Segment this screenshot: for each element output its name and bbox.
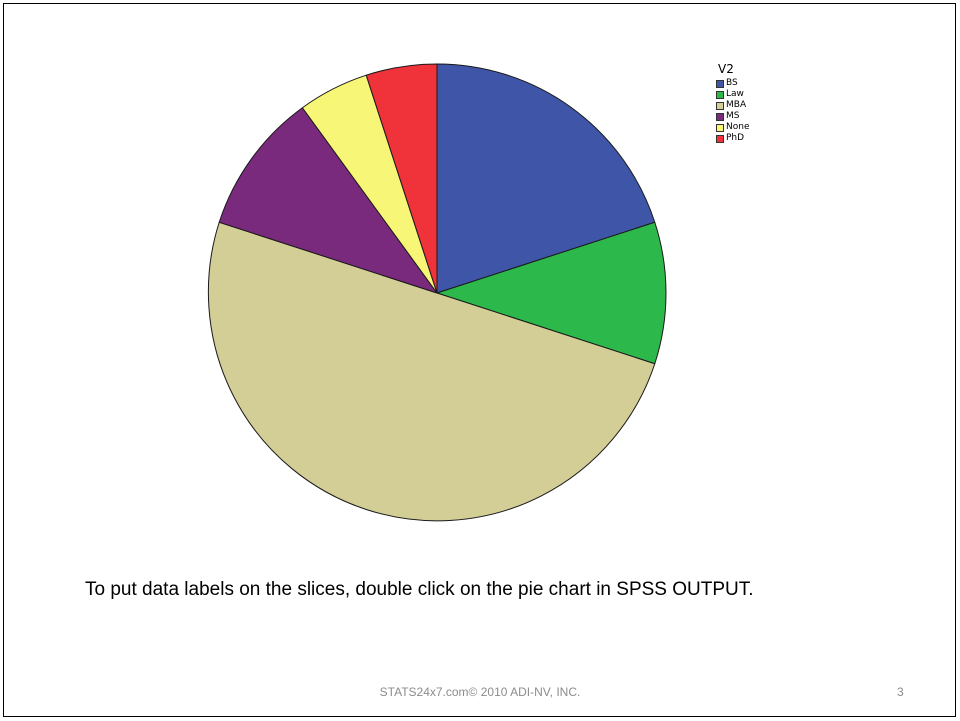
- pie-slices: [207, 63, 667, 522]
- page-number: 3: [897, 685, 904, 699]
- pie-slice-phd[interactable]: [365, 63, 438, 294]
- pie-slice-bs[interactable]: [436, 63, 656, 294]
- legend-item-none: None: [716, 122, 749, 133]
- legend-label: PhD: [726, 133, 745, 143]
- legend-label: Law: [726, 89, 744, 99]
- legend-item-phd: PhD: [716, 133, 749, 144]
- legend-label: None: [726, 122, 750, 132]
- legend-label: MBA: [726, 100, 747, 110]
- slide-footer: STATS24x7.com© 2010 ADI-NV, INC.: [379, 685, 581, 699]
- legend-swatch: [716, 123, 724, 132]
- legend-item-mba: MBA: [716, 100, 749, 111]
- legend-swatch: [716, 112, 724, 121]
- legend-swatch: [716, 134, 724, 143]
- legend-item-law: Law: [716, 89, 749, 100]
- legend-swatch: [716, 101, 724, 110]
- pie-slice-ms[interactable]: [218, 107, 438, 294]
- legend-items: BS Law MBA MS None PhD: [716, 78, 749, 144]
- pie-slice-law[interactable]: [436, 221, 667, 365]
- legend-swatch: [716, 79, 724, 88]
- chart-legend: V2 BS Law MBA MS None PhD: [716, 62, 749, 144]
- legend-label: BS: [726, 78, 738, 88]
- legend-item-bs: BS: [716, 78, 749, 89]
- legend-title: V2: [718, 62, 734, 76]
- legend-swatch: [716, 90, 724, 99]
- pie-slice-mba[interactable]: [207, 221, 656, 522]
- legend-item-ms: MS: [716, 111, 749, 122]
- legend-label: MS: [726, 111, 740, 121]
- slide-caption: To put data labels on the slices, double…: [85, 579, 754, 600]
